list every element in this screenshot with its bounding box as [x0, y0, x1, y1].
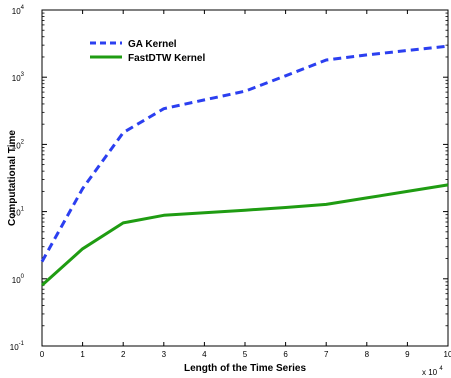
- y-tick-label: 103: [12, 72, 25, 83]
- x-multiplier-base: x 10: [422, 368, 438, 377]
- x-tick-label: 10: [444, 350, 451, 359]
- x-tick-label: 6: [283, 350, 288, 359]
- series-layer: [40, 44, 449, 287]
- series-line-2: [40, 183, 449, 287]
- y-tick-label: 104: [12, 5, 25, 16]
- legend-label-1: GA Kernel: [128, 39, 177, 50]
- x-tick-label: 7: [324, 350, 329, 359]
- y-tick-label: 100: [12, 274, 25, 285]
- legend-box: [85, 34, 225, 68]
- y-tick-label: 10-1: [10, 341, 25, 352]
- legend-label-2: FastDTW Kernel: [128, 53, 205, 64]
- x-tick-label: 1: [80, 350, 85, 359]
- axis-ticks: 0 1 2 3 4 5 6 7 8 9 10 10-1 100 101 102 103 104: [10, 5, 451, 359]
- x-multiplier-exp: 4: [439, 366, 443, 372]
- legend: GA Kernel FastDTW Kernel: [85, 34, 225, 68]
- x-tick-label: 3: [162, 350, 167, 359]
- x-tick-label: 4: [202, 350, 207, 359]
- x-multiplier: x 10 4: [422, 366, 443, 377]
- y-tick-label: 102: [12, 139, 25, 150]
- x-tick-label: 9: [405, 350, 410, 359]
- x-tick-label: 2: [121, 350, 126, 359]
- y-tick-label: 101: [12, 207, 25, 218]
- y-axis-title: Computational Time: [7, 130, 18, 226]
- x-tick-label: 8: [365, 350, 370, 359]
- x-tick-label: 5: [243, 350, 248, 359]
- x-tick-label: 0: [40, 350, 45, 359]
- x-axis-title: Length of the Time Series: [184, 363, 306, 374]
